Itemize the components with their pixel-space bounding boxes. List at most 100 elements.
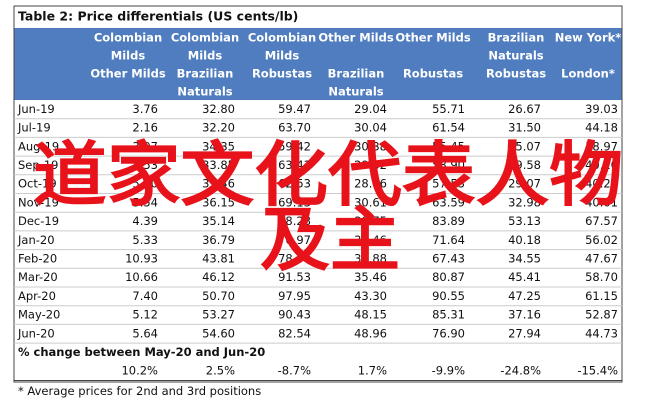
column-header: Colombian: [94, 31, 162, 45]
cell: 40.01: [585, 195, 618, 209]
row-label: May-20: [18, 308, 60, 322]
cell: 3.97: [132, 139, 158, 153]
cell: 61.15: [585, 289, 618, 303]
cell: 40.18: [508, 233, 541, 247]
overlay-text: 道家文化代表人物: [33, 134, 623, 216]
cell: 76.90: [432, 326, 465, 340]
cell: 5.33: [132, 233, 158, 247]
column-header: Milds: [188, 49, 223, 63]
row-label: Jan-20: [17, 233, 55, 247]
cell: 91.53: [278, 270, 311, 284]
cell: 32.98: [508, 195, 541, 209]
column-header: Naturals: [328, 85, 383, 99]
cell: 63.70: [278, 121, 311, 135]
cell: 45.41: [508, 270, 541, 284]
cell: 5.64: [132, 326, 158, 340]
column-header: Milds: [111, 49, 146, 63]
column-header: Colombian: [248, 31, 316, 45]
cell: 32.20: [202, 121, 235, 135]
cell: 54.60: [202, 326, 235, 340]
cell: 2.16: [132, 121, 158, 135]
cell: 40.20: [585, 177, 618, 191]
cell: 58.70: [585, 270, 618, 284]
cell: 39.03: [585, 102, 618, 116]
row-label: Jun-19: [17, 102, 55, 116]
cell: 30.04: [354, 121, 387, 135]
overlay-text: 及主: [260, 199, 400, 281]
column-header: Naturals: [177, 85, 232, 99]
cell: 35.46: [354, 270, 387, 284]
column-header: Robustas: [403, 67, 463, 81]
row-label: Oct-19: [18, 177, 57, 191]
cell: 32.80: [202, 102, 235, 116]
cell: 5.12: [132, 308, 158, 322]
row-label: Aug-19: [18, 139, 59, 153]
cell: 25.07: [508, 139, 541, 153]
cell: 67.57: [585, 214, 618, 228]
cell: 30.38: [354, 139, 387, 153]
row-label: Sep-19: [18, 158, 58, 172]
table-title: Table 2: Price differentials (US cents/l…: [18, 9, 298, 24]
cell: 53.27: [202, 308, 235, 322]
cell: 53.13: [508, 214, 541, 228]
column-header: New York*: [555, 31, 622, 45]
cell: 30.75: [354, 214, 387, 228]
cell: 30.61: [354, 195, 387, 209]
cell: 76.97: [278, 233, 311, 247]
change-cell: -9.9%: [432, 364, 465, 378]
cell: 36.79: [202, 233, 235, 247]
cell: 90.55: [432, 289, 465, 303]
cell: 57.53: [432, 177, 465, 191]
cell: 55.45: [432, 139, 465, 153]
cell: 80.87: [432, 270, 465, 284]
cell: 59.47: [278, 102, 311, 116]
cell: 69.13: [278, 195, 311, 209]
cell: 29.07: [508, 177, 541, 191]
cell: 36.15: [202, 195, 235, 209]
row-label: Apr-20: [18, 289, 56, 303]
column-header: London*: [561, 67, 615, 81]
cell: 31.50: [508, 121, 541, 135]
cell: 29.04: [354, 102, 387, 116]
cell: 82.54: [278, 326, 311, 340]
cell: 29.32: [354, 158, 387, 172]
row-label: Nov-19: [18, 195, 59, 209]
cell: 63.59: [432, 195, 465, 209]
cell: 47.25: [508, 289, 541, 303]
cell: 52.87: [585, 308, 618, 322]
cell: 44.73: [585, 326, 618, 340]
column-header: Robustas: [486, 67, 546, 81]
footnote: * Average prices for 2nd and 3rd positio…: [18, 384, 261, 398]
column-header: Other Milds: [395, 31, 470, 45]
row-label: Feb-20: [18, 251, 57, 265]
cell: 32.88: [354, 251, 387, 265]
cell: 33.85: [202, 158, 235, 172]
column-header: Other Milds: [318, 31, 393, 45]
cell: 61.54: [432, 121, 465, 135]
column-header: Robustas: [252, 67, 312, 81]
cell: 3.76: [132, 102, 158, 116]
cell: 63.43: [278, 158, 311, 172]
change-cell: -8.7%: [278, 364, 311, 378]
cell: 59.42: [278, 139, 311, 153]
cell: 43.81: [202, 251, 235, 265]
cell: 62.53: [278, 177, 311, 191]
cell: 47.67: [585, 251, 618, 265]
column-header: Naturals: [488, 49, 543, 63]
cell: 34.55: [508, 251, 541, 265]
cell: 37.16: [508, 308, 541, 322]
change-cell: 2.5%: [206, 364, 235, 378]
cell: 90.43: [278, 308, 311, 322]
change-label: % change between May-20 and Jun-20: [18, 345, 265, 359]
row-label: Dec-19: [18, 214, 59, 228]
cell: 55.71: [432, 102, 465, 116]
column-header: Other Milds: [90, 67, 165, 81]
cell: 56.02: [585, 233, 618, 247]
cell: 40.20: [585, 158, 618, 172]
cell: 58.90: [432, 158, 465, 172]
row-label: Jun-20: [17, 326, 55, 340]
cell: 27.94: [508, 326, 541, 340]
cell: 67.43: [432, 251, 465, 265]
cell: 88.28: [278, 214, 311, 228]
